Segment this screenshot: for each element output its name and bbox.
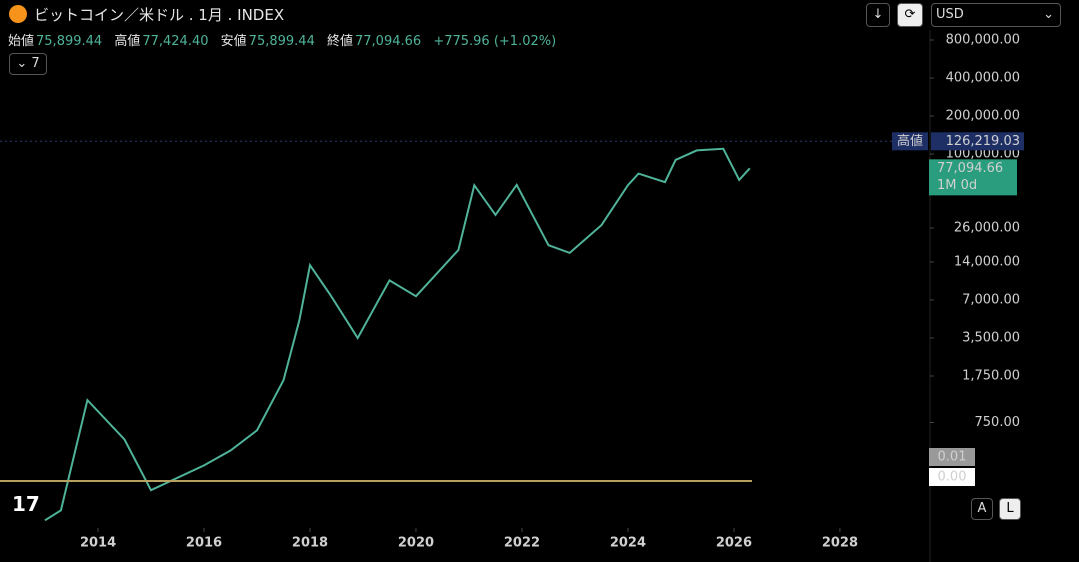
coin-icon bbox=[9, 5, 27, 23]
volume-label: 0.01 bbox=[938, 450, 967, 465]
symbol: ビットコイン／米ドル . 1月 . INDEX bbox=[34, 6, 285, 24]
last-price: 77,094.66 bbox=[937, 161, 1003, 176]
volume-badge bbox=[929, 468, 975, 486]
download-button[interactable]: ↓ bbox=[866, 3, 890, 27]
y-tick-label: 7,000.00 bbox=[962, 292, 1020, 307]
currency-select[interactable]: USD ⌄ bbox=[931, 3, 1061, 27]
ohlc-label: 高値 bbox=[114, 34, 141, 49]
high-value-badge bbox=[931, 132, 1024, 151]
volume-label: 0.00 bbox=[938, 470, 967, 485]
high-label: 高値 bbox=[897, 133, 923, 149]
ohlc-label: 安値 bbox=[220, 34, 247, 49]
ohlc-value: 75,899.44 bbox=[248, 34, 315, 49]
price-line bbox=[44, 147, 751, 522]
high-value: 126,219.03 bbox=[946, 134, 1020, 149]
indicator-toggle[interactable]: ⌄ 7 bbox=[9, 53, 47, 75]
y-tick-label: 14,000.00 bbox=[954, 254, 1020, 269]
ohlc-value: 77,094.66 bbox=[355, 34, 422, 49]
currency: USD bbox=[936, 7, 964, 22]
y-tick-label: 3,500.00 bbox=[962, 330, 1020, 345]
y-tick-label: 100,000.00 bbox=[946, 147, 1020, 162]
x-tick-label: 2028 bbox=[822, 536, 858, 551]
ohlc-value: 75,899.44 bbox=[36, 34, 103, 49]
y-tick-label: 750.00 bbox=[975, 415, 1021, 430]
x-tick-label: 2014 bbox=[80, 536, 116, 551]
indicator-count: 7 bbox=[31, 56, 40, 71]
change: +775.96 (+1.02%) bbox=[433, 34, 557, 49]
ohlc-value: 77,424.40 bbox=[142, 34, 209, 49]
last-price-badge bbox=[929, 159, 1017, 196]
y-tick-label: 1,750.00 bbox=[962, 368, 1020, 383]
ohlc: 始値 75,899.44 高値 77,424.40 安値 75,899.44 終値 77… bbox=[8, 30, 564, 49]
auto-scale-button[interactable]: A bbox=[971, 498, 993, 520]
countdown: 1M 0d bbox=[937, 178, 977, 193]
x-tick-label: 2026 bbox=[716, 536, 752, 551]
dropdown-arrow: ⌄ bbox=[1043, 7, 1054, 22]
x-tick-label: 2024 bbox=[610, 536, 646, 551]
y-tick-label: 200,000.00 bbox=[946, 109, 1020, 124]
ohlc-label: 終値 bbox=[326, 34, 353, 49]
x-tick-label: 2020 bbox=[398, 536, 434, 551]
y-tick-label: 400,000.00 bbox=[946, 71, 1020, 86]
log-scale-button[interactable]: L bbox=[999, 498, 1021, 520]
logo: 17 bbox=[12, 492, 40, 516]
reload-button[interactable]: ⟳ bbox=[897, 3, 923, 27]
x-tick-label: 2018 bbox=[292, 536, 328, 551]
y-tick-label: 26,000.00 bbox=[954, 220, 1020, 235]
volume-badge bbox=[929, 448, 975, 466]
x-tick-label: 2016 bbox=[186, 536, 222, 551]
high-badge bbox=[892, 132, 928, 151]
ohlc-label: 始値 bbox=[8, 34, 35, 49]
y-tick-label: 800,000.00 bbox=[946, 33, 1020, 48]
x-tick-label: 2022 bbox=[504, 536, 540, 551]
